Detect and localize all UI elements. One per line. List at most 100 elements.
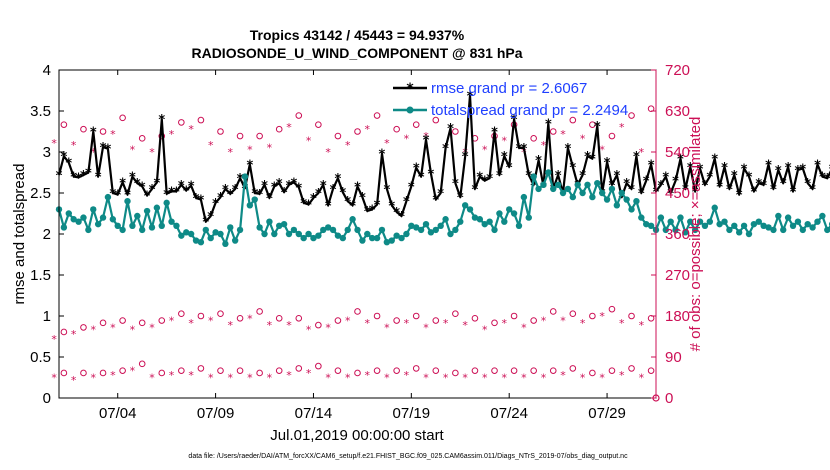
- totalspread-point: [207, 234, 214, 242]
- obs-possible-point: [354, 369, 361, 377]
- rmse-point: *: [198, 194, 205, 209]
- totalspread-point: [349, 216, 356, 223]
- obs-possible-point: [432, 116, 440, 124]
- rmse-point: *: [383, 183, 390, 198]
- totalspread-point: [775, 212, 782, 220]
- obs-assimilated-point: *: [599, 372, 605, 385]
- rmse-point: *: [173, 185, 180, 200]
- rmse-point: *: [613, 169, 620, 184]
- obs-possible-point: [452, 369, 459, 377]
- rmse-point: *: [310, 192, 317, 207]
- obs-assimilated-point: *: [169, 369, 175, 382]
- totalspread-point: [295, 230, 302, 238]
- obs-possible-point: [197, 365, 205, 372]
- totalspread-point: [437, 222, 444, 229]
- totalspread-point: [701, 222, 709, 229]
- obs-possible-point: [510, 312, 518, 320]
- rmse-point: *: [330, 183, 337, 198]
- left-y-axis: 0 0.5 1 1.5 2 2.5 3 3.5 4: [30, 62, 64, 407]
- rmse-point: *: [525, 169, 532, 184]
- rmse-point: *: [403, 195, 410, 210]
- totalspread-point: [466, 206, 474, 213]
- totalspread-point: [163, 199, 170, 207]
- totalspread-point: [628, 206, 635, 213]
- obs-possible-point: [589, 312, 596, 320]
- totalspread-point: [745, 230, 753, 238]
- totalspread-point: [65, 210, 72, 217]
- totalspread-point: [202, 226, 210, 234]
- rmse-point: *: [70, 171, 77, 186]
- x-tick-label: 07/19: [393, 405, 431, 422]
- obs-possible-point: [315, 362, 322, 370]
- totalspread-point: [721, 218, 728, 225]
- totalspread-point: [476, 216, 484, 223]
- rmse-point: *: [530, 179, 537, 194]
- totalspread-point: [99, 214, 107, 221]
- rmse-point: *: [335, 172, 342, 187]
- totalspread-point: [525, 214, 532, 221]
- rmse-point: *: [100, 141, 107, 156]
- rmse-point: *: [256, 188, 263, 203]
- rmse-point: *: [393, 206, 400, 221]
- rmse-point: *: [95, 171, 102, 186]
- rmse-point: *: [134, 177, 141, 192]
- x-tick-label: 07/04: [99, 405, 137, 422]
- obs-assimilated-point: *: [267, 141, 273, 154]
- rmse-point: *: [472, 183, 479, 198]
- obs-assimilated-point: *: [71, 139, 77, 152]
- obs-possible-point: [549, 367, 557, 374]
- totalspread-point: [618, 189, 625, 197]
- obs-assimilated-point: *: [208, 372, 214, 385]
- right-tick-label: 180: [665, 308, 690, 325]
- rmse-point: *: [638, 187, 645, 202]
- totalspread-point: [354, 226, 361, 234]
- right-y-axis: 0 90 180 270 360 450 540 630 720: [651, 62, 690, 407]
- rmse-point: *: [217, 191, 224, 206]
- totalspread-point: [594, 179, 601, 187]
- totalspread-point: [417, 226, 425, 234]
- obs-assimilated-point: *: [541, 139, 547, 152]
- obs-assimilated-point: *: [247, 144, 253, 157]
- totalspread-point: [124, 198, 131, 205]
- legend: * rmse grand pr = 2.6067 totalspread gra…: [393, 80, 628, 119]
- rmse-point: *: [114, 189, 121, 204]
- totalspread-point: [574, 181, 581, 188]
- rmse-point: *: [193, 192, 200, 207]
- obs-assimilated-point: *: [306, 135, 312, 148]
- rmse-point: *: [569, 161, 576, 176]
- totalspread-point: [706, 218, 714, 225]
- rmse-point: *: [819, 171, 826, 186]
- totalspread-point: [657, 214, 665, 221]
- totalspread-point: [667, 218, 674, 225]
- obs-possible-point: [315, 321, 322, 329]
- totalspread-point: [227, 224, 234, 231]
- rmse-point: *: [364, 205, 371, 220]
- rmse-point: *: [643, 175, 650, 190]
- totalspread-point: [305, 230, 312, 238]
- rmse-point: *: [207, 210, 214, 225]
- rmse-point: *: [662, 171, 669, 186]
- obs-possible-point: [569, 365, 577, 372]
- rmse-point: *: [168, 185, 175, 200]
- obs-possible-point: [471, 367, 479, 374]
- totalspread-point: [197, 239, 205, 246]
- obs-possible-point: [119, 317, 126, 324]
- obs-possible-point: [236, 314, 244, 322]
- left-tick-label: 3: [43, 144, 51, 161]
- rmse-point: *: [755, 177, 762, 192]
- series-lines: * * * * * * * * * * * * * * * * * * * * * * * * * * * * * * * * * * * * * * * *…: [56, 89, 830, 248]
- rmse-point: *: [423, 134, 430, 149]
- obs-possible-point: [217, 128, 224, 135]
- rmse-point: *: [545, 117, 552, 132]
- rmse-point: *: [555, 169, 562, 184]
- totalspread-point: [809, 224, 816, 231]
- rmse-point: *: [227, 188, 234, 203]
- totalspread-point: [496, 210, 503, 217]
- totalspread-point: [129, 222, 136, 229]
- obs-assimilated-point: *: [365, 317, 371, 330]
- obs-possible-point: [217, 310, 224, 318]
- totalspread-point: [726, 226, 733, 234]
- obs-assimilated-point: *: [247, 312, 253, 325]
- rmse-point: *: [462, 150, 469, 165]
- totalspread-point: [261, 230, 268, 238]
